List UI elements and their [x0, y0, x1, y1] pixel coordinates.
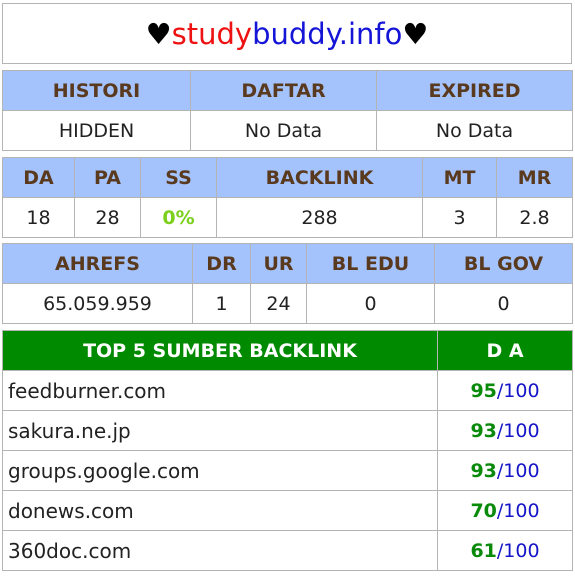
- backlink-da: 95/100: [437, 370, 573, 411]
- value-histori: HIDDEN: [2, 110, 191, 151]
- table-row: 360doc.com 61/100: [2, 530, 573, 571]
- da-score: 95: [470, 379, 497, 402]
- da-max: 100: [503, 419, 540, 442]
- table-row: donews.com 70/100: [2, 490, 573, 531]
- header-mr: MR: [496, 157, 573, 198]
- value-bl-gov: 0: [434, 283, 573, 324]
- header-top-sources: TOP 5 SUMBER BACKLINK: [2, 330, 438, 371]
- metrics-table: DA PA SS BACKLINK MT MR 18 28 0% 288 3 2…: [2, 157, 573, 238]
- da-slash: /: [496, 499, 504, 522]
- da-slash: /: [496, 379, 504, 402]
- da-max: 100: [503, 379, 540, 402]
- table-row: sakura.ne.jp 93/100: [2, 410, 573, 451]
- title-part-study: study: [171, 16, 253, 51]
- title-part-buddy: buddy.info: [252, 16, 403, 51]
- backlink-site: donews.com: [2, 490, 438, 531]
- backlink-da: 93/100: [437, 410, 573, 451]
- header-bl-edu: BL EDU: [306, 243, 435, 284]
- value-da: 18: [2, 197, 75, 238]
- site-title: ♥ study buddy.info ♥: [2, 3, 572, 64]
- heart-left-icon: ♥: [145, 16, 172, 51]
- header-dr: DR: [192, 243, 251, 284]
- da-max: 100: [503, 459, 540, 482]
- backlink-da: 93/100: [437, 450, 573, 491]
- table-row: feedburner.com 95/100: [2, 370, 573, 411]
- header-mt: MT: [422, 157, 497, 198]
- value-backlink: 288: [216, 197, 423, 238]
- da-max: 100: [503, 499, 540, 522]
- da-score: 93: [470, 459, 497, 482]
- value-ur: 24: [250, 283, 307, 324]
- info-table: HISTORI DAFTAR EXPIRED HIDDEN No Data No…: [2, 70, 573, 151]
- value-ss: 0%: [140, 197, 217, 238]
- da-slash: /: [496, 459, 504, 482]
- backlink-da: 70/100: [437, 490, 573, 531]
- header-da: DA: [2, 157, 75, 198]
- value-mt: 3: [422, 197, 497, 238]
- header-top-da: D A: [437, 330, 573, 371]
- value-ahrefs: 65.059.959: [2, 283, 193, 324]
- top-backlinks-table: TOP 5 SUMBER BACKLINK D A feedburner.com…: [2, 330, 573, 571]
- da-max: 100: [503, 539, 540, 562]
- value-pa: 28: [74, 197, 141, 238]
- table-row: groups.google.com 93/100: [2, 450, 573, 491]
- backlink-da: 61/100: [437, 530, 573, 571]
- header-histori: HISTORI: [2, 70, 191, 111]
- backlink-site: 360doc.com: [2, 530, 438, 571]
- da-score: 93: [470, 419, 497, 442]
- da-slash: /: [496, 539, 504, 562]
- da-score: 61: [470, 539, 497, 562]
- header-expired: EXPIRED: [376, 70, 573, 111]
- value-expired: No Data: [376, 110, 573, 151]
- header-ahrefs: AHREFS: [2, 243, 193, 284]
- backlink-site: groups.google.com: [2, 450, 438, 491]
- header-ss: SS: [140, 157, 217, 198]
- backlink-site: feedburner.com: [2, 370, 438, 411]
- heart-right-icon: ♥: [402, 16, 429, 51]
- da-score: 70: [470, 499, 497, 522]
- header-bl-gov: BL GOV: [434, 243, 573, 284]
- header-daftar: DAFTAR: [190, 70, 377, 111]
- value-bl-edu: 0: [306, 283, 435, 324]
- header-pa: PA: [74, 157, 141, 198]
- value-dr: 1: [192, 283, 251, 324]
- da-slash: /: [496, 419, 504, 442]
- value-daftar: No Data: [190, 110, 377, 151]
- header-backlink: BACKLINK: [216, 157, 423, 198]
- value-mr: 2.8: [496, 197, 573, 238]
- header-ur: UR: [250, 243, 307, 284]
- backlink-site: sakura.ne.jp: [2, 410, 438, 451]
- ahrefs-table: AHREFS DR UR BL EDU BL GOV 65.059.959 1 …: [2, 243, 573, 324]
